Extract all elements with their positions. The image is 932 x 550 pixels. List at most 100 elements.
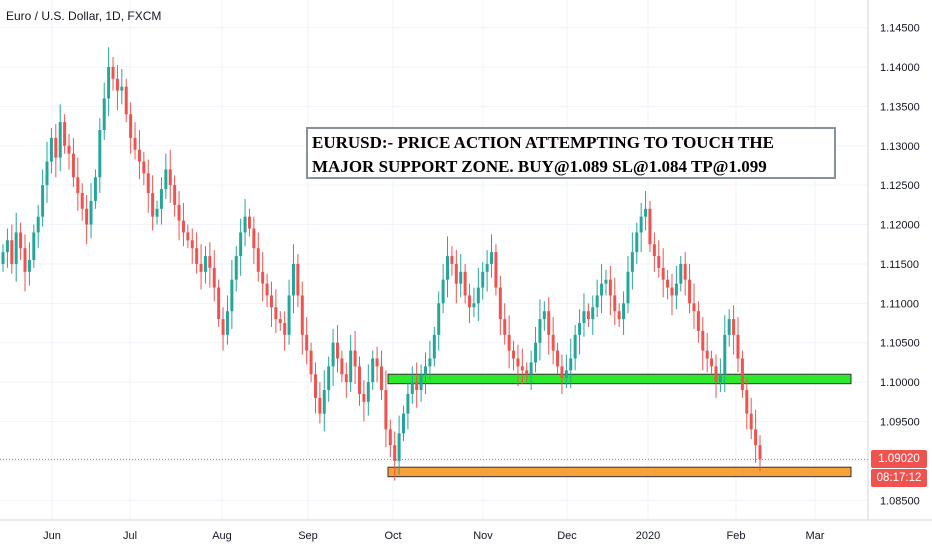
candle — [1, 244, 5, 272]
candle — [617, 303, 621, 327]
time-tick-label: Sep — [298, 530, 318, 542]
candle-body — [89, 200, 93, 225]
time-axis[interactable]: Jun Jul Aug Sep Oct Nov Dec 2020 Feb Mar — [43, 530, 825, 542]
candle — [749, 397, 753, 440]
candle-body — [256, 248, 260, 272]
candle-body — [234, 256, 238, 280]
candle-body — [252, 228, 256, 249]
time-tick-label: Aug — [212, 530, 232, 542]
candle — [93, 169, 97, 209]
candle-body — [419, 374, 423, 390]
candle-body — [305, 334, 309, 351]
candle-body — [111, 66, 115, 79]
candle — [485, 250, 489, 292]
candle — [666, 269, 670, 300]
candle-body — [124, 86, 128, 115]
candle — [217, 279, 221, 327]
candle — [472, 287, 476, 318]
candle-countdown-label: 08:17:12 — [871, 469, 927, 488]
candle-body — [388, 429, 392, 446]
price-tick-label: 1.10500 — [880, 338, 920, 350]
candle — [155, 200, 159, 225]
candle-body — [349, 350, 353, 383]
candle — [732, 305, 736, 355]
candle-body — [666, 279, 670, 288]
candle-body — [151, 193, 155, 217]
candle-body — [212, 267, 216, 288]
candle — [63, 114, 67, 154]
candle — [349, 334, 353, 392]
candle-body — [617, 311, 621, 320]
candle-body — [5, 240, 9, 253]
price-axis[interactable]: 1.14500 1.14000 1.13500 1.13000 1.12500 1.120… — [880, 23, 920, 508]
candle — [287, 279, 291, 345]
candle — [313, 362, 317, 414]
candle-body — [415, 382, 419, 390]
candle — [701, 317, 705, 371]
candle-body — [19, 232, 23, 249]
candle — [758, 435, 762, 472]
chart-grid — [0, 0, 868, 520]
candle — [648, 200, 652, 253]
candle-body — [27, 260, 31, 272]
candle — [124, 78, 128, 123]
green-zone — [387, 373, 852, 385]
candle-body — [186, 232, 190, 241]
candle-body — [195, 248, 199, 264]
candle-body — [512, 350, 516, 359]
candle-body — [516, 358, 520, 367]
candle-body — [1, 252, 5, 264]
candle — [476, 267, 480, 322]
candle — [305, 317, 309, 365]
candle — [705, 332, 709, 373]
candle-body — [243, 216, 247, 233]
annotation-box[interactable]: EURUSD:- PRICE ACTION ATTEMPTING TO TOUC… — [306, 127, 836, 179]
candle-body — [230, 279, 234, 312]
candle-body — [102, 98, 106, 130]
candle-body — [754, 429, 758, 446]
candle-body — [164, 169, 168, 190]
candle-body — [115, 78, 119, 91]
candle — [468, 283, 472, 324]
candle-body — [406, 393, 410, 414]
candle — [727, 309, 731, 347]
candle-body — [591, 307, 595, 320]
candle-body — [490, 252, 494, 264]
candle — [129, 102, 133, 154]
candle — [441, 263, 445, 314]
candle-body — [23, 248, 27, 272]
candle-body — [745, 390, 749, 414]
candle — [371, 350, 375, 390]
candle-body — [604, 279, 608, 284]
candle — [551, 317, 555, 365]
candle-body — [410, 382, 414, 394]
candle-body — [578, 323, 582, 335]
candle-body — [586, 311, 590, 320]
candle — [437, 291, 441, 351]
candlestick-series — [1, 47, 762, 481]
candle-body — [644, 208, 648, 217]
candle — [146, 159, 150, 213]
candle-body — [287, 295, 291, 335]
candle-body — [313, 374, 317, 398]
candle-body — [608, 279, 612, 296]
candle-body — [454, 263, 458, 284]
candle — [309, 342, 313, 383]
candle-body — [481, 271, 485, 288]
candle-body — [688, 279, 692, 304]
candle — [195, 232, 199, 274]
price-tick-label: 1.13500 — [880, 101, 920, 113]
candle-body — [736, 334, 740, 359]
candle — [384, 370, 388, 448]
candle-body — [291, 263, 295, 296]
candle — [142, 151, 146, 186]
candle — [498, 275, 502, 335]
candle-body — [353, 350, 357, 367]
candle-body — [327, 366, 331, 390]
candle-body — [670, 287, 674, 296]
candle — [613, 277, 617, 325]
candle — [380, 350, 383, 400]
candle-body — [573, 334, 577, 359]
candle-body — [564, 370, 568, 379]
